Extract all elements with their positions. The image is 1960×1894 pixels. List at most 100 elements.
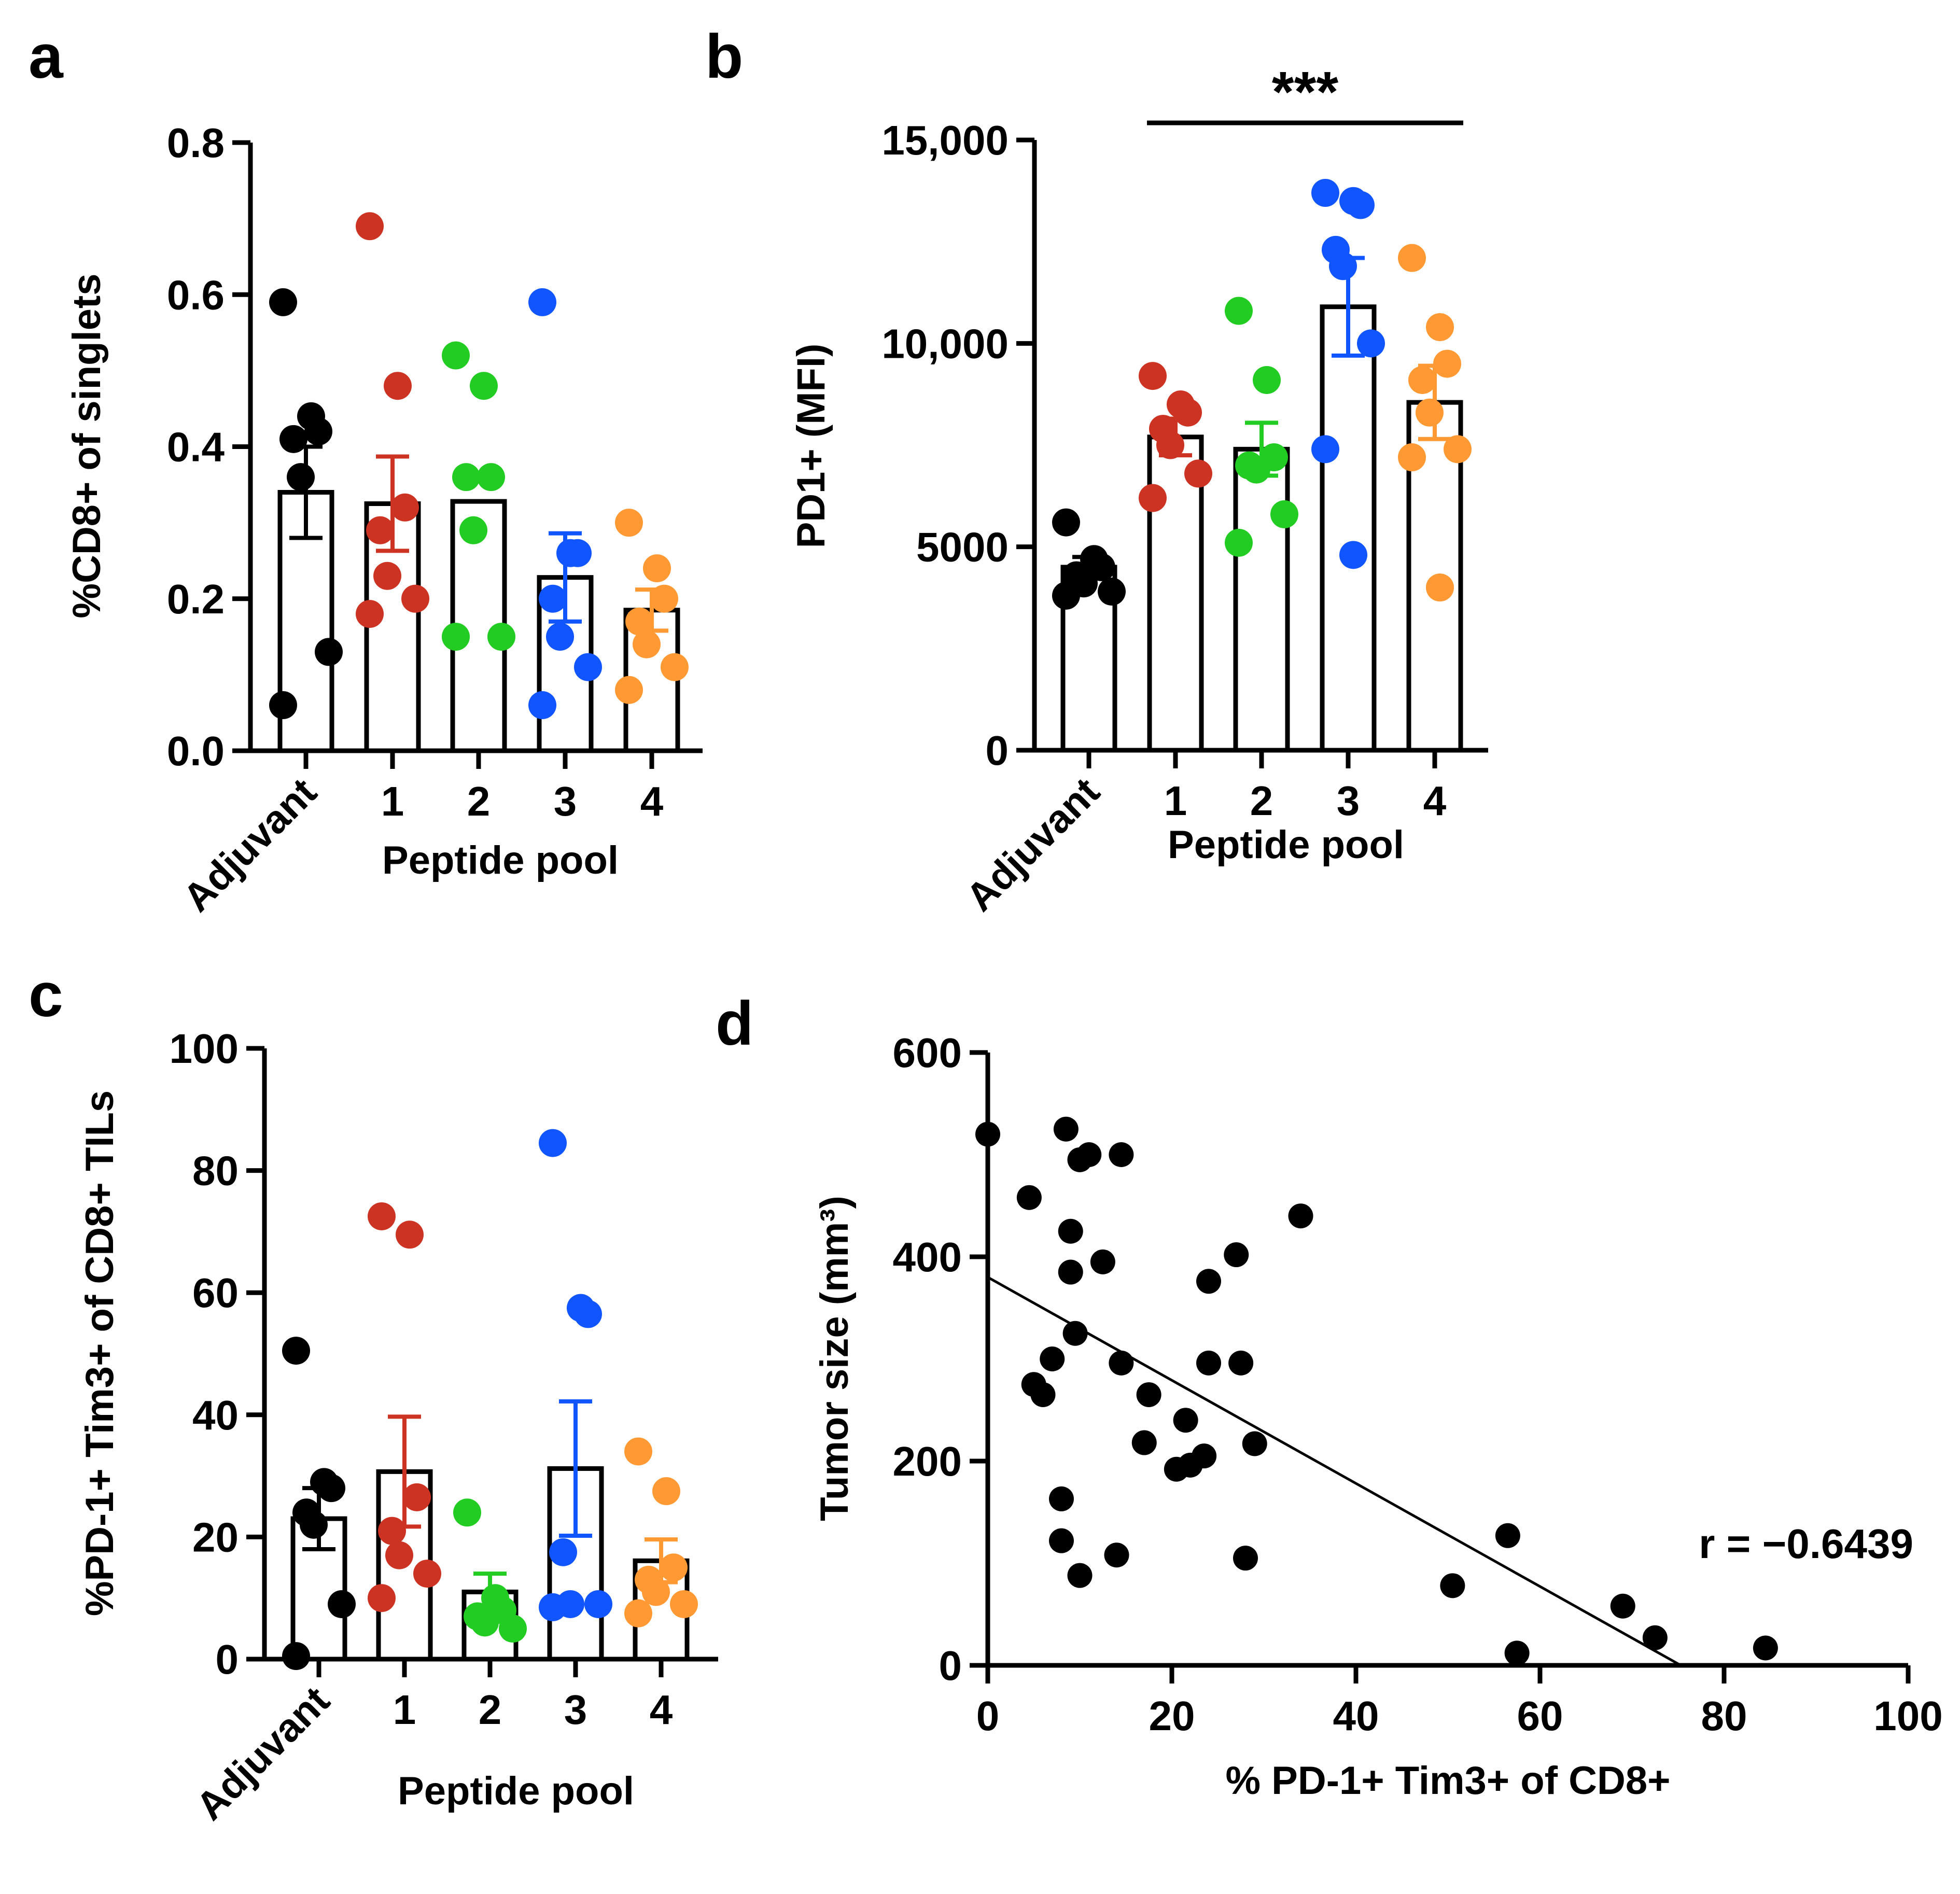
- x-tick-label: 3: [554, 778, 577, 824]
- data-point: [356, 212, 384, 241]
- data-point: [1109, 1142, 1134, 1167]
- data-point: [1311, 435, 1339, 464]
- data-point: [1087, 553, 1115, 581]
- y-tick-label: 15,000: [881, 117, 1009, 163]
- regression-line: [987, 1276, 1682, 1667]
- data-point: [1052, 581, 1080, 610]
- y-tick-label: 0: [939, 1643, 962, 1689]
- data-point: [1131, 1430, 1157, 1455]
- correlation-annotation: r = −0.6439: [1699, 1521, 1913, 1567]
- x-tick-label: 0: [976, 1693, 1000, 1739]
- data-point: [1224, 1242, 1249, 1268]
- data-point: [1233, 1546, 1258, 1571]
- y-tick-label: 5000: [916, 524, 1009, 570]
- data-point: [471, 1608, 499, 1637]
- x-tick-label: 40: [1333, 1693, 1379, 1739]
- data-point: [378, 1517, 406, 1545]
- data-point: [650, 584, 678, 613]
- data-point: [1098, 577, 1126, 606]
- data-point: [1049, 1528, 1074, 1553]
- data-point: [528, 288, 556, 316]
- y-axis-title: %PD-1+ Tim3+ of CD8+ TILs: [78, 1090, 122, 1616]
- data-point: [574, 1300, 602, 1328]
- data-point: [1136, 1382, 1161, 1407]
- y-tick-label: 40: [192, 1392, 239, 1438]
- panel-b: b 0 5000 10,000 15,000 Adjuvant 1 2 3 4 Peptide p…: [705, 22, 1488, 920]
- data-point: [1090, 1249, 1115, 1274]
- data-point: [615, 676, 643, 704]
- x-tick-label: 4: [640, 778, 664, 824]
- data-point: [1242, 1431, 1267, 1456]
- data-point: [1426, 313, 1454, 341]
- y-axis-title: Tumor size (mm³): [813, 1196, 857, 1521]
- data-point: [1225, 297, 1253, 325]
- data-point: [574, 653, 602, 681]
- data-point: [1347, 191, 1375, 219]
- data-point: [1253, 366, 1281, 394]
- data-point: [453, 1498, 481, 1527]
- y-tick-label: 200: [893, 1438, 962, 1484]
- data-point: [373, 562, 401, 590]
- data-point: [1104, 1542, 1129, 1568]
- data-point: [384, 372, 412, 400]
- data-point: [403, 1483, 431, 1511]
- y-tick-label: 60: [192, 1270, 239, 1316]
- data-point: [1408, 366, 1436, 394]
- data-point: [1053, 1116, 1079, 1142]
- data-point: [539, 1129, 567, 1157]
- y-tick-label: 0.4: [167, 424, 225, 470]
- x-tick-label: 60: [1517, 1693, 1563, 1739]
- bar: [1320, 304, 1377, 753]
- x-tick-label: 2: [1250, 778, 1273, 824]
- data-point: [401, 584, 429, 613]
- data-point: [652, 1477, 680, 1506]
- data-point: [487, 623, 515, 651]
- data-point: [1016, 1185, 1042, 1210]
- x-tick-label: 1: [381, 778, 404, 824]
- data-point: [442, 341, 470, 370]
- data-point: [328, 1590, 356, 1618]
- data-point: [615, 509, 643, 537]
- data-point: [356, 600, 384, 628]
- data-point: [1109, 1350, 1134, 1376]
- data-point: [366, 516, 394, 544]
- data-point: [1495, 1523, 1520, 1548]
- data-point: [1049, 1486, 1074, 1511]
- data-point: [269, 288, 297, 316]
- data-point: [452, 463, 480, 492]
- y-tick-label: 0: [216, 1636, 239, 1682]
- y-tick-label: 0: [986, 727, 1009, 774]
- panel-d: d 0 200 400 600 0 20 40 60 80 100 % PD-1+ Tim3+ of…: [716, 989, 1943, 1803]
- data-point: [1610, 1593, 1635, 1619]
- data-point: [1058, 1218, 1083, 1244]
- panel-a: a 0.0 0.2 0.4 0.6 0.8 Adjuvant 1 2 3 4 Peptide poo…: [29, 22, 703, 920]
- data-point: [1357, 329, 1385, 358]
- data-point: [470, 372, 498, 400]
- data-point: [1139, 484, 1167, 512]
- data-point: [1642, 1625, 1668, 1650]
- y-tick-label: 0.6: [167, 272, 225, 318]
- data-point: [539, 584, 567, 613]
- y-tick-label: 10,000: [881, 320, 1009, 367]
- x-tick-label: 1: [393, 1687, 416, 1733]
- data-point: [1196, 1269, 1221, 1294]
- data-point: [642, 1578, 670, 1606]
- data-point: [300, 1510, 328, 1539]
- data-point: [549, 1538, 577, 1566]
- data-point: [624, 1437, 652, 1466]
- panel-c: c 0 20 40 60 80 100 Adjuvant 1 2 3 4 Peptide pool %P…: [29, 960, 718, 1829]
- data-point: [282, 1337, 310, 1365]
- data-point: [1753, 1635, 1778, 1661]
- data-point: [1270, 500, 1298, 528]
- data-point: [660, 1553, 688, 1582]
- data-point: [1339, 541, 1367, 569]
- x-tick-label: 4: [650, 1687, 673, 1733]
- data-point: [269, 691, 297, 720]
- data-point: [1174, 398, 1202, 427]
- data-point: [1067, 1563, 1093, 1588]
- y-tick-label: 0.2: [167, 576, 225, 622]
- y-tick-label: 600: [893, 1030, 962, 1076]
- data-point: [633, 630, 661, 658]
- data-point: [499, 1615, 527, 1643]
